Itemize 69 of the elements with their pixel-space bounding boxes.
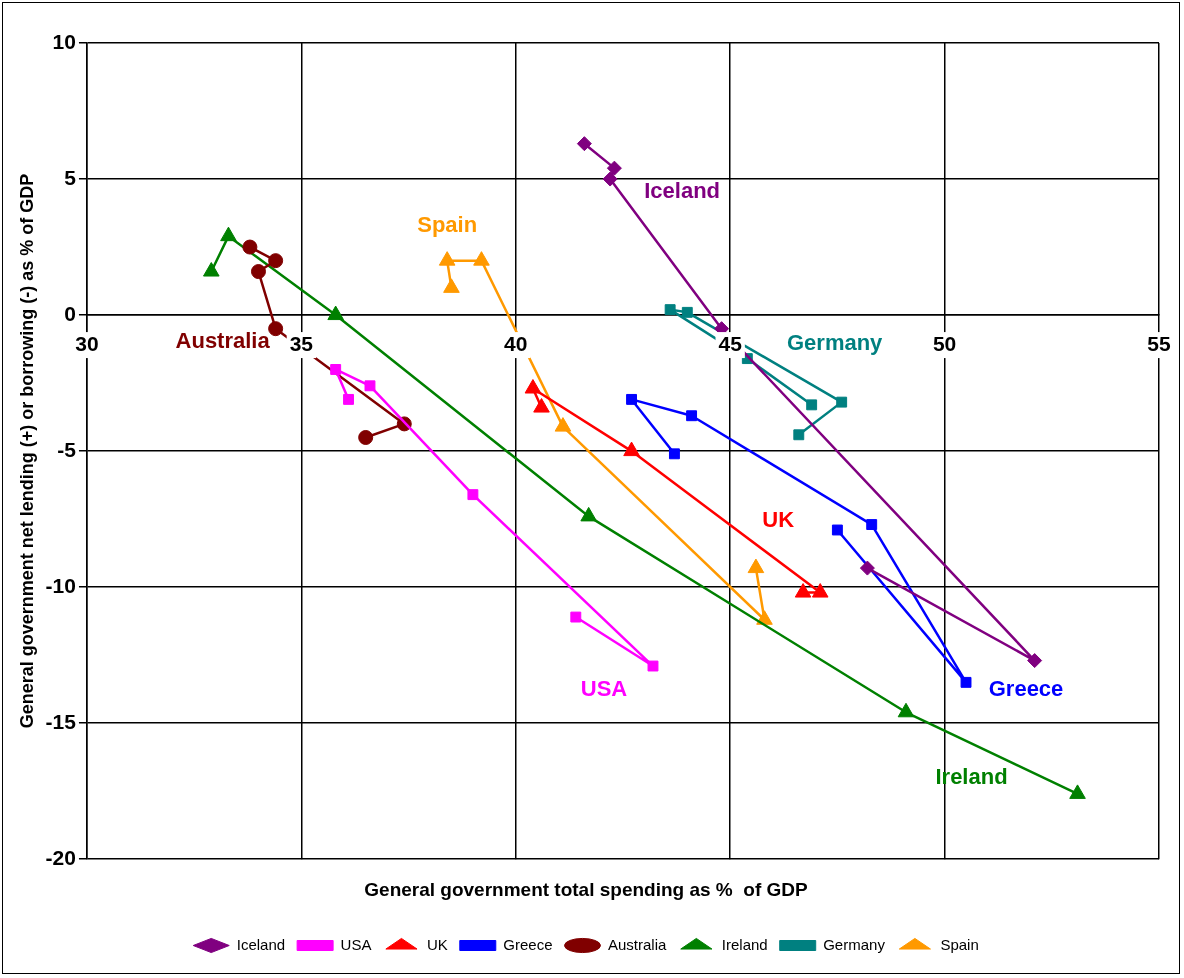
point — [831, 524, 843, 536]
y-tick-label: 10 — [52, 29, 76, 53]
x-tick-label: 30 — [75, 331, 99, 355]
legend-label: Australia — [607, 935, 667, 953]
x-tick-label: 35 — [289, 331, 314, 355]
y-axis-title: General government net lending (+) or borrowing (-) as % of GDP — [16, 173, 37, 729]
y-tick-label: 5 — [64, 165, 77, 189]
point — [330, 364, 342, 375]
point — [859, 560, 875, 576]
point — [794, 583, 812, 598]
y-tick-label: -5 — [57, 437, 77, 461]
x-tick-label: 55 — [1147, 331, 1171, 355]
point — [1027, 653, 1043, 669]
point — [747, 558, 765, 574]
point — [686, 410, 698, 422]
point — [668, 448, 680, 460]
point — [358, 430, 374, 445]
text: UK — [762, 506, 795, 532]
point — [623, 441, 640, 457]
point — [242, 239, 258, 255]
text: Germany — [786, 329, 883, 355]
text: Greece — [988, 676, 1064, 702]
point — [811, 583, 829, 598]
point — [576, 136, 592, 152]
point — [524, 379, 542, 394]
y-tick-label: 0 — [64, 301, 76, 325]
point — [897, 702, 915, 718]
point — [866, 519, 878, 531]
point — [203, 262, 220, 277]
point — [554, 417, 572, 432]
point — [580, 506, 597, 522]
point — [793, 429, 805, 441]
point — [467, 489, 479, 501]
text: Spain — [417, 211, 478, 237]
point — [268, 321, 284, 337]
point — [250, 264, 266, 280]
point — [602, 171, 618, 187]
point — [1069, 784, 1086, 799]
point — [664, 304, 676, 316]
point — [533, 398, 550, 413]
text: Australia — [175, 327, 270, 353]
x-tick-label: 40 — [504, 331, 528, 355]
point — [364, 380, 376, 392]
point — [647, 660, 659, 672]
x-tick-label: 50 — [932, 331, 957, 355]
x-tick-label: 45 — [718, 331, 743, 355]
point — [626, 393, 637, 405]
point — [960, 676, 972, 688]
point — [570, 611, 582, 623]
legend-label: Iceland — [236, 935, 286, 953]
point — [343, 393, 354, 405]
y-tick-label: -10 — [45, 573, 76, 597]
point — [806, 399, 818, 411]
legend-label: Greece — [503, 935, 553, 953]
legend-label: Spain — [940, 935, 979, 953]
legend-label: UK — [426, 935, 448, 953]
point — [681, 306, 693, 318]
point — [268, 253, 284, 269]
y-tick-label: -15 — [45, 709, 77, 733]
legend-label: USA — [340, 935, 372, 953]
text: USA — [580, 676, 628, 702]
legend-label: Ireland — [721, 935, 768, 953]
legend-label: Germany — [823, 935, 886, 953]
y-tick-label: -20 — [45, 846, 76, 869]
point — [606, 160, 622, 176]
text: Iceland — [644, 178, 721, 204]
point — [836, 396, 848, 408]
point — [327, 305, 344, 321]
x-axis-title: General government total spending as % of GDP — [364, 878, 809, 900]
